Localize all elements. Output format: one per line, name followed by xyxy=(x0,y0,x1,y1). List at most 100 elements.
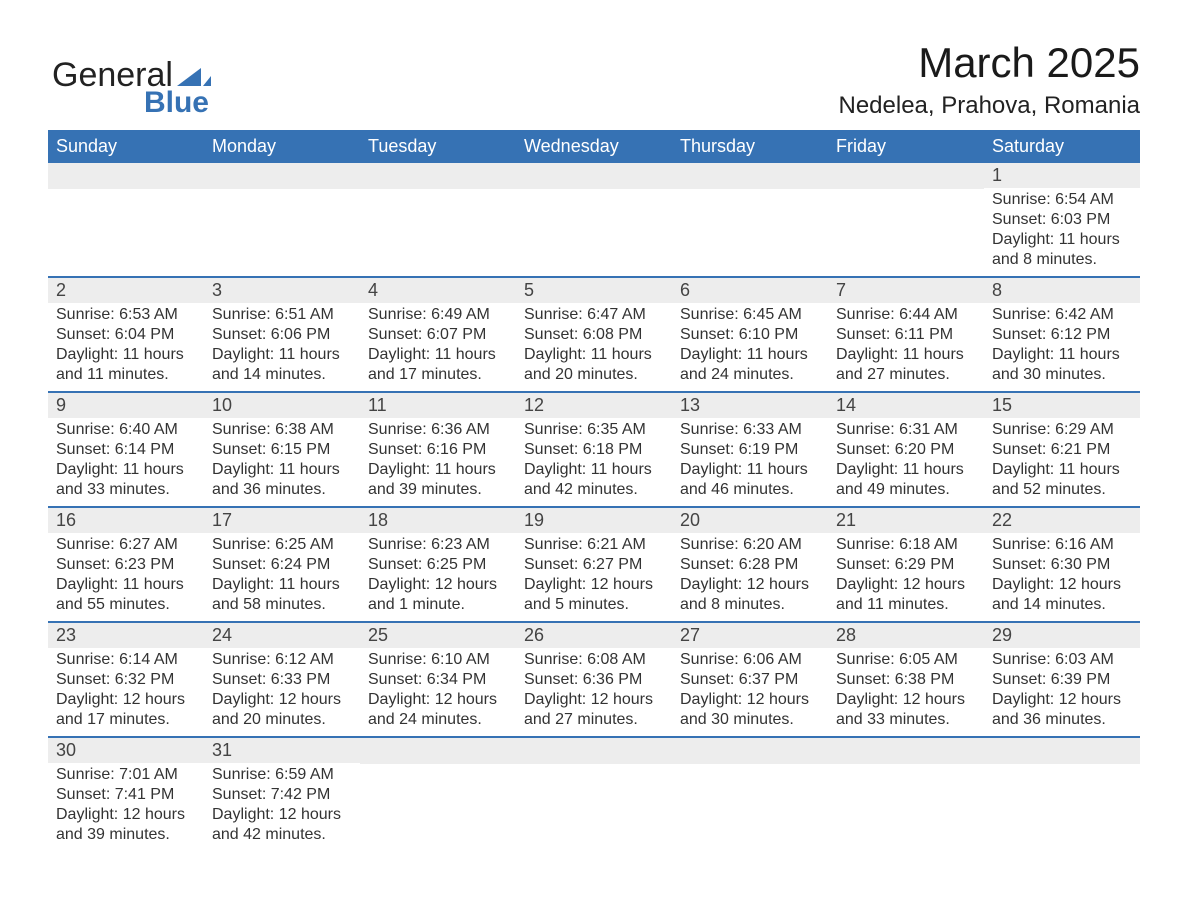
day-number: 16 xyxy=(48,508,204,533)
day-body: Sunrise: 6:53 AMSunset: 6:04 PMDaylight:… xyxy=(48,303,204,387)
day-body: Sunrise: 6:10 AMSunset: 6:34 PMDaylight:… xyxy=(360,648,516,732)
day-sunrise: Sunrise: 6:10 AM xyxy=(368,650,508,670)
day-day2: and 30 minutes. xyxy=(992,365,1132,385)
calendar-cell: 17Sunrise: 6:25 AMSunset: 6:24 PMDayligh… xyxy=(204,507,360,622)
day-day2: and 58 minutes. xyxy=(212,595,352,615)
calendar-cell: 30Sunrise: 7:01 AMSunset: 7:41 PMDayligh… xyxy=(48,737,204,851)
calendar-cell: 28Sunrise: 6:05 AMSunset: 6:38 PMDayligh… xyxy=(828,622,984,737)
day-body: Sunrise: 7:01 AMSunset: 7:41 PMDaylight:… xyxy=(48,763,204,847)
day-day1: Daylight: 11 hours xyxy=(524,460,664,480)
day-number-empty xyxy=(516,163,672,189)
day-body-empty xyxy=(828,764,984,840)
day-day2: and 24 minutes. xyxy=(368,710,508,730)
month-title: March 2025 xyxy=(838,40,1140,86)
day-sunset: Sunset: 6:29 PM xyxy=(836,555,976,575)
calendar-cell: 19Sunrise: 6:21 AMSunset: 6:27 PMDayligh… xyxy=(516,507,672,622)
day-number: 17 xyxy=(204,508,360,533)
day-number: 28 xyxy=(828,623,984,648)
day-body-empty xyxy=(828,189,984,265)
calendar-cell: 8Sunrise: 6:42 AMSunset: 6:12 PMDaylight… xyxy=(984,277,1140,392)
day-body-empty xyxy=(360,189,516,265)
day-day2: and 27 minutes. xyxy=(836,365,976,385)
day-number-empty xyxy=(204,163,360,189)
day-day1: Daylight: 12 hours xyxy=(368,690,508,710)
day-sunrise: Sunrise: 6:45 AM xyxy=(680,305,820,325)
calendar-cell xyxy=(516,737,672,851)
calendar-cell: 29Sunrise: 6:03 AMSunset: 6:39 PMDayligh… xyxy=(984,622,1140,737)
day-day1: Daylight: 12 hours xyxy=(368,575,508,595)
day-sunset: Sunset: 6:24 PM xyxy=(212,555,352,575)
day-day2: and 49 minutes. xyxy=(836,480,976,500)
calendar-cell: 6Sunrise: 6:45 AMSunset: 6:10 PMDaylight… xyxy=(672,277,828,392)
day-number: 14 xyxy=(828,393,984,418)
day-day2: and 52 minutes. xyxy=(992,480,1132,500)
day-sunrise: Sunrise: 6:23 AM xyxy=(368,535,508,555)
day-day1: Daylight: 12 hours xyxy=(212,690,352,710)
day-sunset: Sunset: 6:04 PM xyxy=(56,325,196,345)
day-body: Sunrise: 6:31 AMSunset: 6:20 PMDaylight:… xyxy=(828,418,984,502)
day-sunset: Sunset: 6:28 PM xyxy=(680,555,820,575)
day-sunrise: Sunrise: 6:33 AM xyxy=(680,420,820,440)
day-number-empty xyxy=(828,163,984,189)
day-body-empty xyxy=(672,764,828,840)
day-sunrise: Sunrise: 6:14 AM xyxy=(56,650,196,670)
day-sunset: Sunset: 6:27 PM xyxy=(524,555,664,575)
day-body-empty xyxy=(48,189,204,265)
calendar-cell: 14Sunrise: 6:31 AMSunset: 6:20 PMDayligh… xyxy=(828,392,984,507)
day-sunset: Sunset: 6:18 PM xyxy=(524,440,664,460)
calendar-cell: 11Sunrise: 6:36 AMSunset: 6:16 PMDayligh… xyxy=(360,392,516,507)
calendar-body: 1Sunrise: 6:54 AMSunset: 6:03 PMDaylight… xyxy=(48,163,1140,851)
day-sunset: Sunset: 6:19 PM xyxy=(680,440,820,460)
day-day2: and 1 minute. xyxy=(368,595,508,615)
day-number: 3 xyxy=(204,278,360,303)
day-sunset: Sunset: 6:23 PM xyxy=(56,555,196,575)
calendar-cell: 23Sunrise: 6:14 AMSunset: 6:32 PMDayligh… xyxy=(48,622,204,737)
day-body: Sunrise: 6:27 AMSunset: 6:23 PMDaylight:… xyxy=(48,533,204,617)
day-day1: Daylight: 12 hours xyxy=(992,690,1132,710)
day-sunrise: Sunrise: 6:35 AM xyxy=(524,420,664,440)
day-number: 15 xyxy=(984,393,1140,418)
calendar-cell: 13Sunrise: 6:33 AMSunset: 6:19 PMDayligh… xyxy=(672,392,828,507)
day-number: 25 xyxy=(360,623,516,648)
day-body: Sunrise: 6:18 AMSunset: 6:29 PMDaylight:… xyxy=(828,533,984,617)
day-number-empty xyxy=(672,163,828,189)
day-header: Thursday xyxy=(672,130,828,163)
day-sunrise: Sunrise: 6:59 AM xyxy=(212,765,352,785)
day-header: Sunday xyxy=(48,130,204,163)
day-day2: and 5 minutes. xyxy=(524,595,664,615)
day-day2: and 20 minutes. xyxy=(212,710,352,730)
calendar-cell: 22Sunrise: 6:16 AMSunset: 6:30 PMDayligh… xyxy=(984,507,1140,622)
day-number-empty xyxy=(516,738,672,764)
day-body: Sunrise: 6:38 AMSunset: 6:15 PMDaylight:… xyxy=(204,418,360,502)
day-day2: and 8 minutes. xyxy=(992,250,1132,270)
calendar-cell: 15Sunrise: 6:29 AMSunset: 6:21 PMDayligh… xyxy=(984,392,1140,507)
day-sunset: Sunset: 6:33 PM xyxy=(212,670,352,690)
day-day2: and 36 minutes. xyxy=(992,710,1132,730)
day-number: 19 xyxy=(516,508,672,533)
day-sunrise: Sunrise: 6:44 AM xyxy=(836,305,976,325)
day-sunrise: Sunrise: 6:38 AM xyxy=(212,420,352,440)
day-sunset: Sunset: 6:32 PM xyxy=(56,670,196,690)
day-day1: Daylight: 11 hours xyxy=(368,460,508,480)
calendar-cell: 25Sunrise: 6:10 AMSunset: 6:34 PMDayligh… xyxy=(360,622,516,737)
day-day1: Daylight: 12 hours xyxy=(56,805,196,825)
day-day1: Daylight: 11 hours xyxy=(992,345,1132,365)
calendar-cell: 20Sunrise: 6:20 AMSunset: 6:28 PMDayligh… xyxy=(672,507,828,622)
day-sunset: Sunset: 7:41 PM xyxy=(56,785,196,805)
day-sunset: Sunset: 6:34 PM xyxy=(368,670,508,690)
day-sunrise: Sunrise: 6:49 AM xyxy=(368,305,508,325)
day-sunset: Sunset: 6:14 PM xyxy=(56,440,196,460)
day-body-empty xyxy=(360,764,516,840)
day-number: 6 xyxy=(672,278,828,303)
day-sunrise: Sunrise: 6:18 AM xyxy=(836,535,976,555)
day-body: Sunrise: 6:16 AMSunset: 6:30 PMDaylight:… xyxy=(984,533,1140,617)
day-sunrise: Sunrise: 6:06 AM xyxy=(680,650,820,670)
day-day2: and 20 minutes. xyxy=(524,365,664,385)
day-sunrise: Sunrise: 6:36 AM xyxy=(368,420,508,440)
day-day1: Daylight: 11 hours xyxy=(680,460,820,480)
day-day2: and 33 minutes. xyxy=(56,480,196,500)
day-day2: and 55 minutes. xyxy=(56,595,196,615)
calendar-cell: 21Sunrise: 6:18 AMSunset: 6:29 PMDayligh… xyxy=(828,507,984,622)
day-day2: and 46 minutes. xyxy=(680,480,820,500)
day-number: 27 xyxy=(672,623,828,648)
